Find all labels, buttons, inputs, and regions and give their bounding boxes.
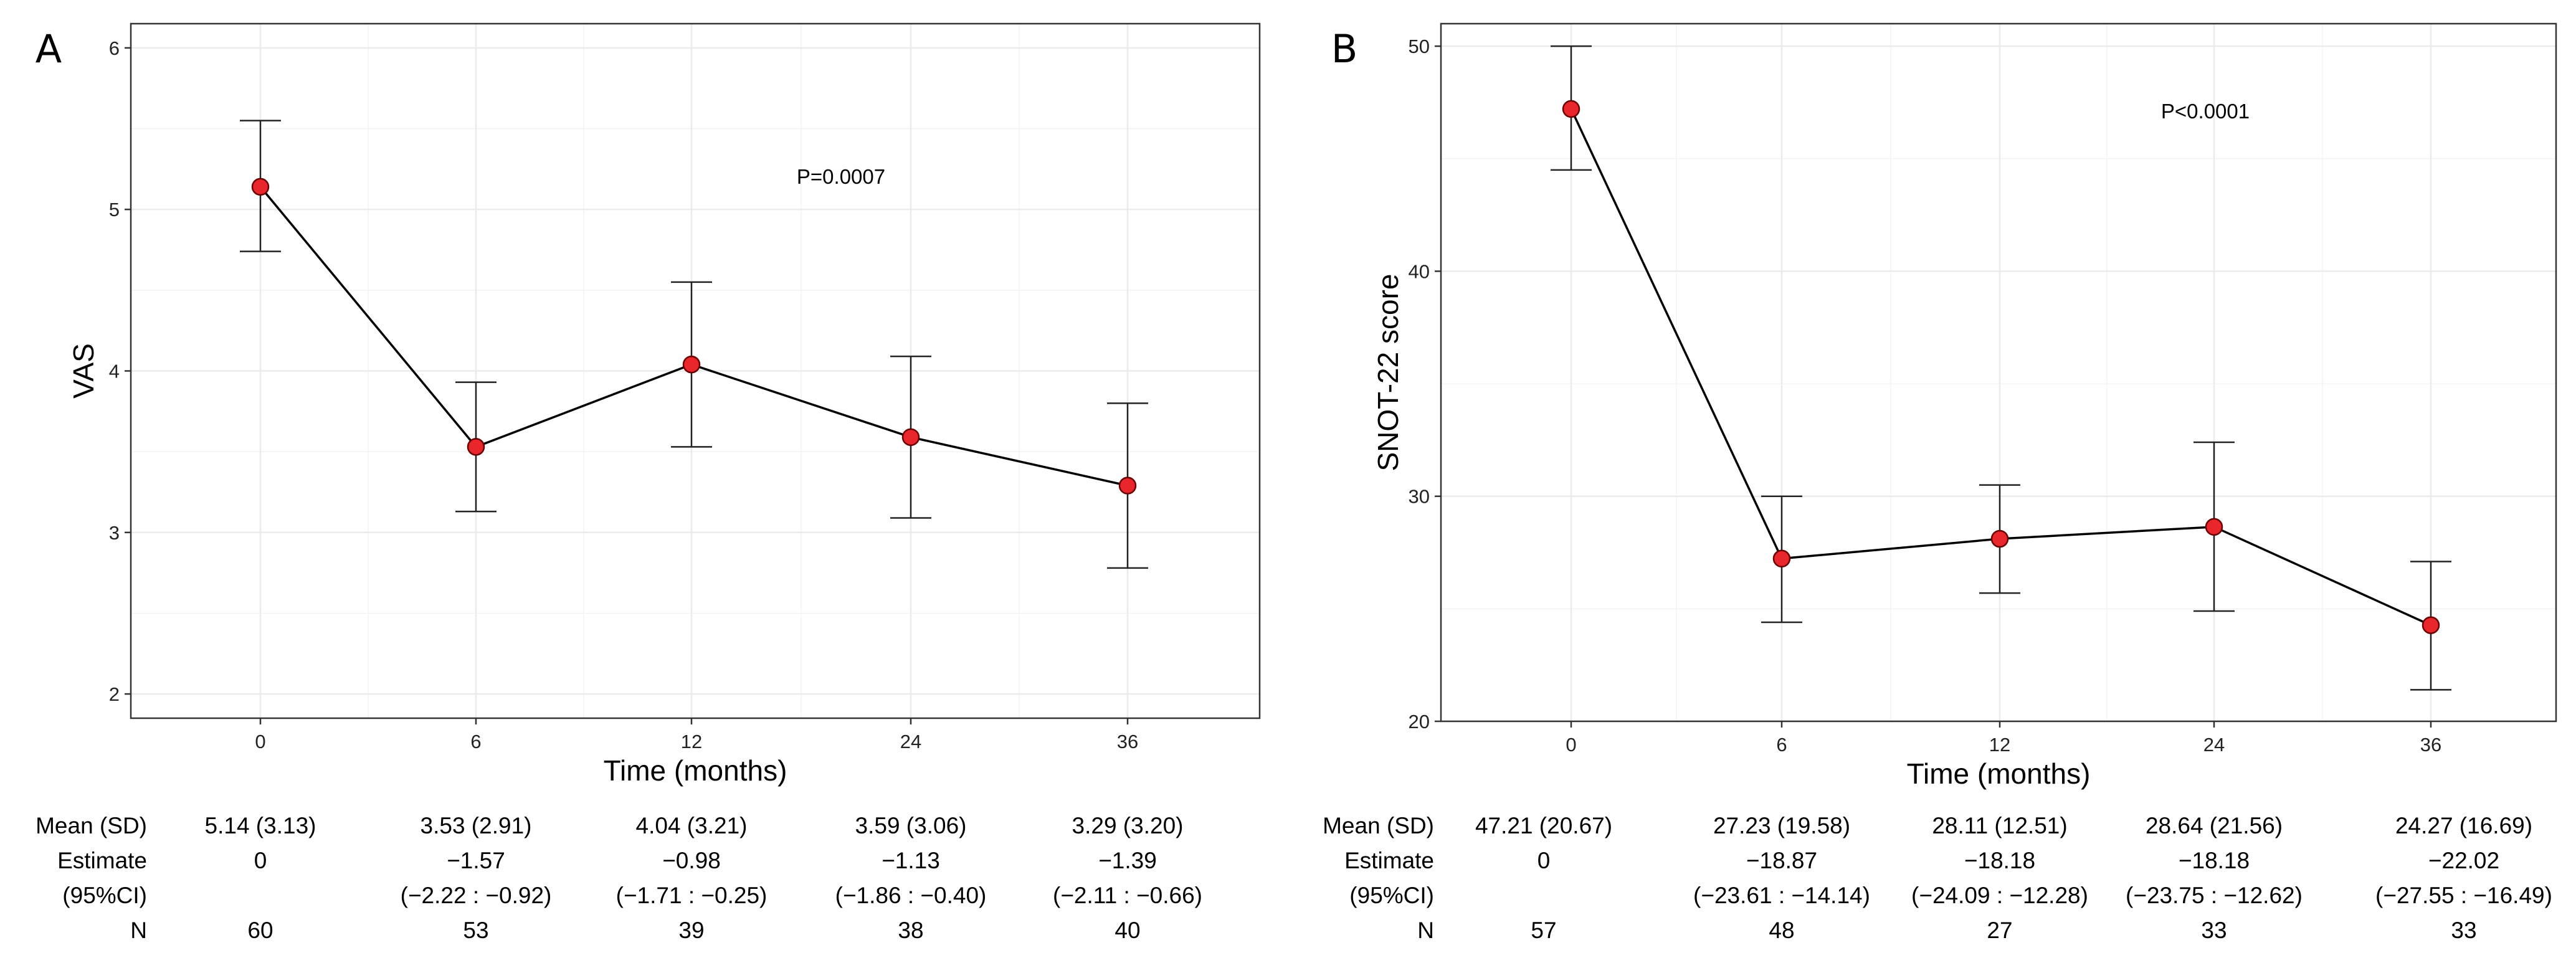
table-cell: 5.14 (3.13) [205, 813, 316, 838]
table-cell: (−23.61 : −14.14) [1693, 883, 1870, 908]
y-axis-title: VAS [67, 343, 100, 399]
p-value-annotation: P<0.0001 [2161, 100, 2250, 123]
data-point [901, 428, 920, 447]
x-tick-label: 12 [1989, 734, 2010, 756]
table-row-label: Mean (SD) [1323, 813, 1434, 838]
table-cell: 24.27 (16.69) [2395, 813, 2532, 838]
y-tick-label: 3 [109, 522, 120, 544]
y-tick-label: 30 [1409, 486, 1430, 508]
table-cell: −18.18 [1964, 848, 2035, 873]
table-cell: −1.13 [882, 848, 940, 873]
x-tick-label: 24 [2203, 734, 2225, 756]
table-row-label: Mean (SD) [36, 813, 147, 838]
plot-panel-border [1440, 22, 2557, 723]
x-tick-label: 0 [255, 731, 265, 752]
table-cell: 33 [2451, 918, 2476, 943]
table-cell: 48 [1769, 918, 1794, 943]
table-row-label: N [130, 918, 147, 943]
y-tick-label: 40 [1409, 260, 1430, 282]
table-cell: (−27.55 : −16.49) [2375, 883, 2552, 908]
table-cell: 47.21 (20.67) [1475, 813, 1612, 838]
x-tick-label: 12 [681, 731, 702, 752]
x-tick-label: 6 [470, 731, 481, 752]
y-tick-label: 5 [109, 199, 120, 221]
table-cell: (−23.75 : −12.62) [2126, 883, 2303, 908]
y-tick-label: 20 [1409, 711, 1430, 733]
table-cell: −1.39 [1098, 848, 1157, 873]
table-cell: 33 [2201, 918, 2227, 943]
table-cell: 0 [254, 848, 267, 873]
summary-table: Mean (SD) 47.21 (20.67) 27.23 (19.58) 28.11… [1323, 813, 2552, 943]
x-tick-label: 36 [1117, 731, 1138, 752]
table-row-label: N [1417, 918, 1434, 943]
y-axis-title: SNOT-22 score [1372, 274, 1404, 472]
data-point [2422, 616, 2440, 634]
x-tick-label: 24 [900, 731, 921, 752]
data-point [251, 178, 270, 196]
series-line [1570, 108, 2431, 627]
y-tick-label: 50 [1409, 36, 1430, 57]
table-row-label: (95%CI) [62, 883, 147, 908]
data-point [1118, 477, 1137, 495]
table-cell: 27.23 (19.58) [1713, 813, 1850, 838]
summary-table: Mean (SD) 5.14 (3.13) 3.53 (2.91) 4.04 (3.2… [36, 813, 1202, 943]
table-cell: −18.87 [1746, 848, 1817, 873]
table-cell: −22.02 [2428, 848, 2499, 873]
data-point [1772, 549, 1791, 568]
table-cell: 53 [463, 918, 488, 943]
panel-letter: B [1331, 26, 1358, 72]
table-cell: 40 [1115, 918, 1140, 943]
table-cell: 4.04 (3.21) [636, 813, 748, 838]
table-cell: 57 [1531, 918, 1556, 943]
table-cell: 27 [1987, 918, 2012, 943]
table-cell: 39 [678, 918, 704, 943]
data-point [2205, 518, 2223, 536]
x-tick-label: 0 [1566, 734, 1576, 756]
data-point [1562, 100, 1580, 118]
x-tick-label: 36 [2420, 734, 2441, 756]
panel-b: 20 30 40 50 0 6 12 24 36 Time (months) SNOT-22 sco… [1323, 22, 2557, 943]
p-value-annotation: P=0.0007 [797, 165, 885, 188]
x-tick-label: 6 [1776, 734, 1787, 756]
table-row-label: Estimate [57, 848, 147, 873]
data-point [682, 355, 701, 374]
table-cell: (−1.86 : −0.40) [835, 883, 987, 908]
panel-letter: A [36, 26, 62, 72]
table-cell: (−24.09 : −12.28) [1911, 883, 2088, 908]
series-line [259, 186, 1128, 487]
table-cell: (−2.11 : −0.66) [1053, 883, 1202, 908]
table-cell: (−1.71 : −0.25) [616, 883, 768, 908]
x-axis-title: Time (months) [1907, 757, 2091, 790]
y-tick-label: 6 [109, 37, 120, 59]
table-cell: 28.11 (12.51) [1932, 813, 2067, 838]
table-cell: −18.18 [2179, 848, 2250, 873]
table-cell: 38 [898, 918, 923, 943]
table-cell: (−2.22 : −0.92) [401, 883, 552, 908]
table-cell: 3.59 (3.06) [855, 813, 967, 838]
table-cell: 0 [1538, 848, 1551, 873]
table-cell: 28.64 (21.56) [2146, 813, 2283, 838]
table-cell: 3.53 (2.91) [421, 813, 532, 838]
table-cell: −1.57 [447, 848, 505, 873]
table-row-label: Estimate [1344, 848, 1434, 873]
table-cell: −0.98 [662, 848, 721, 873]
table-cell: 3.29 (3.20) [1072, 813, 1184, 838]
y-tick-label: 2 [109, 683, 120, 705]
data-point [467, 438, 485, 456]
y-tick-label: 4 [109, 361, 120, 382]
data-point [1990, 529, 2009, 548]
table-row-label: (95%CI) [1349, 883, 1434, 908]
x-axis-title: Time (months) [604, 754, 787, 787]
table-cell: 60 [247, 918, 273, 943]
